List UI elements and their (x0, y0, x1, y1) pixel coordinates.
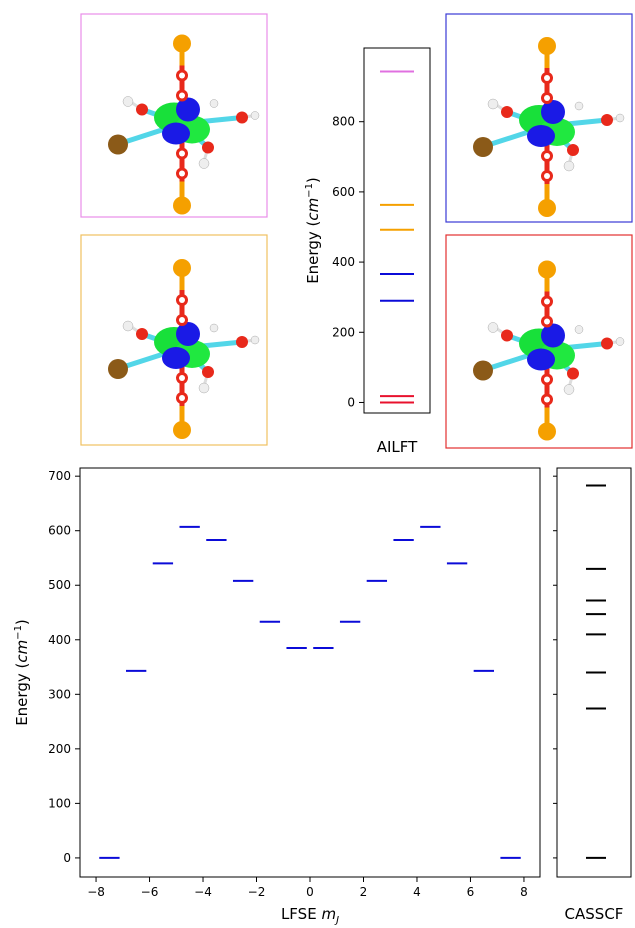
lfse-ylabel: Energy (cm−1) (13, 619, 31, 726)
ailft-ytick-label: 0 (347, 395, 355, 409)
ailft-ylabel: Energy (cm−1) (304, 177, 322, 284)
ailft-xlabel: AILFT (377, 438, 418, 456)
casscf-frame (556, 467, 632, 878)
lfse-xtick-label: 0 (306, 885, 314, 899)
casscf-xlabel: CASSCF (565, 905, 624, 923)
lfse-xtick-label: 2 (360, 885, 368, 899)
lfse-ytick-label: 0 (63, 851, 71, 865)
lfse-xtick-label: −8 (87, 885, 105, 899)
lfse-frame (79, 467, 541, 878)
lfse-xtick-label: 6 (467, 885, 475, 899)
lfse-ytick-label: 300 (48, 687, 71, 701)
lfse-panel: 0 100 200 300 400 500 600 700 −8 −6 −4 −2 0 2 4 6 8 Energ… (13, 467, 541, 926)
lfse-xtick-label: 4 (413, 885, 421, 899)
ailft-ytick-label: 200 (332, 325, 355, 339)
lfse-ytick-label: 600 (48, 524, 71, 538)
orbital-images (80, 13, 633, 449)
lfse-ytick-label: 100 (48, 796, 71, 810)
lfse-xtick-label: −4 (194, 885, 212, 899)
lfse-ytick-label: 200 (48, 742, 71, 756)
ailft-frame (363, 47, 431, 414)
ailft-ytick-label: 800 (332, 115, 355, 129)
ailft-ytick-label: 400 (332, 255, 355, 269)
lfse-ytick-label: 500 (48, 578, 71, 592)
lfse-xtick-label: −6 (141, 885, 159, 899)
ailft-ytick-label: 600 (332, 185, 355, 199)
lfse-ytick-label: 400 (48, 633, 71, 647)
lfse-xtick-label: −2 (248, 885, 266, 899)
lfse-xtick-label: 8 (520, 885, 528, 899)
ailft-panel: 0 200 400 600 800 Energy (cm−1) AILFT (304, 47, 431, 456)
lfse-xlabel: LFSE mJ (281, 905, 339, 926)
lfse-ytick-label: 700 (48, 469, 71, 483)
casscf-panel: CASSCF (553, 467, 632, 923)
